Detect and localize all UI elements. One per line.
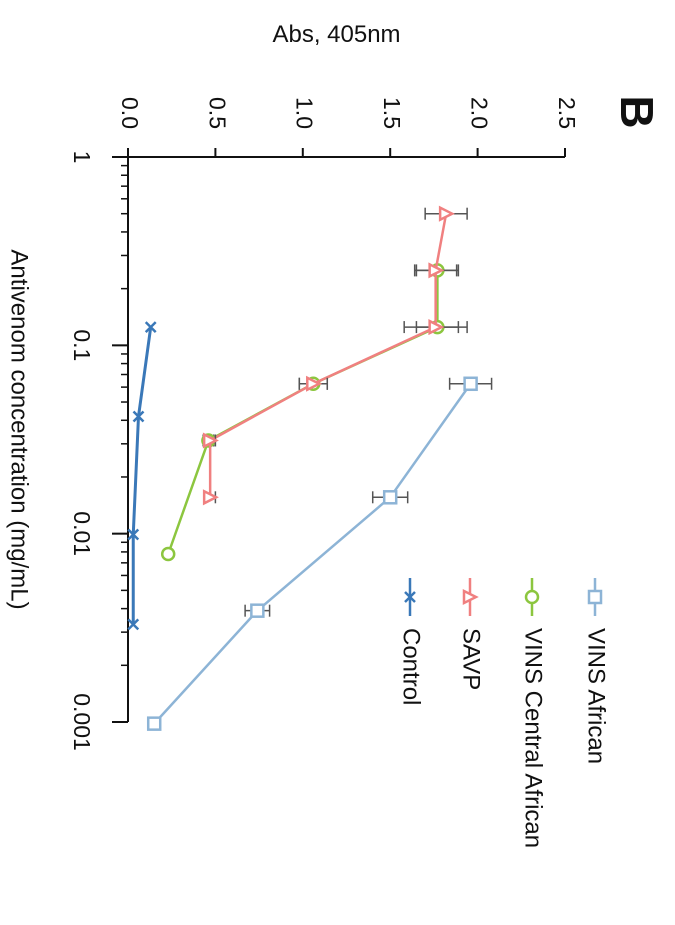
- concentration-axis-tick-label: 0.01: [69, 511, 95, 556]
- plot-area: 0.0 0.5 1.0 1.5 2.0 2.5 Abs, 405nm 1 0.1 0.01 0.00…: [6, 21, 610, 848]
- series-line: [133, 327, 150, 624]
- concentration-axis-title: Antivenom concentration (mg/mL): [6, 249, 33, 609]
- series-vins-african: [148, 378, 491, 730]
- legend-item: VINS African: [583, 578, 610, 764]
- series-line: [168, 270, 437, 554]
- legend-label: VINS Central African: [520, 628, 547, 848]
- data-point: [440, 208, 452, 220]
- data-point: [251, 605, 263, 617]
- legend: VINS African VINS Central African SAVP Cont…: [398, 578, 610, 848]
- series-line: [210, 214, 446, 498]
- legend-item: Control: [398, 578, 425, 705]
- value-axis-tick-label: 1.0: [292, 97, 318, 129]
- value-axis-tick-label: 2.5: [554, 97, 580, 129]
- legend-label: SAVP: [458, 628, 485, 690]
- value-axis-tick-label: 2.0: [467, 97, 493, 129]
- data-point: [465, 378, 477, 390]
- value-axis-tick-label: 0.0: [117, 97, 143, 129]
- panel-label: B: [611, 95, 663, 128]
- value-axis-tick-label: 1.5: [379, 97, 405, 129]
- data-point: [148, 718, 160, 730]
- series-savp: [204, 208, 467, 504]
- legend-label: VINS African: [583, 628, 610, 764]
- concentration-axis-tick-label: 1: [69, 151, 95, 164]
- legend-marker: [526, 591, 538, 603]
- value-axis-tick-label: 0.5: [204, 97, 230, 129]
- series-vins-central-african: [162, 264, 458, 560]
- legend-label: Control: [398, 628, 425, 705]
- legend-item: SAVP: [458, 578, 485, 690]
- value-axis-title: Abs, 405nm: [272, 21, 400, 48]
- series-control: [128, 322, 155, 629]
- legend-marker: [589, 591, 601, 603]
- concentration-axis-tick-label: 0.001: [69, 693, 95, 751]
- concentration-axis-tick-label: 0.1: [69, 329, 95, 361]
- legend-item: VINS Central African: [520, 578, 547, 848]
- data-point: [162, 548, 174, 560]
- legend-marker: [464, 591, 476, 603]
- data-point: [204, 491, 216, 503]
- data-point: [384, 491, 396, 503]
